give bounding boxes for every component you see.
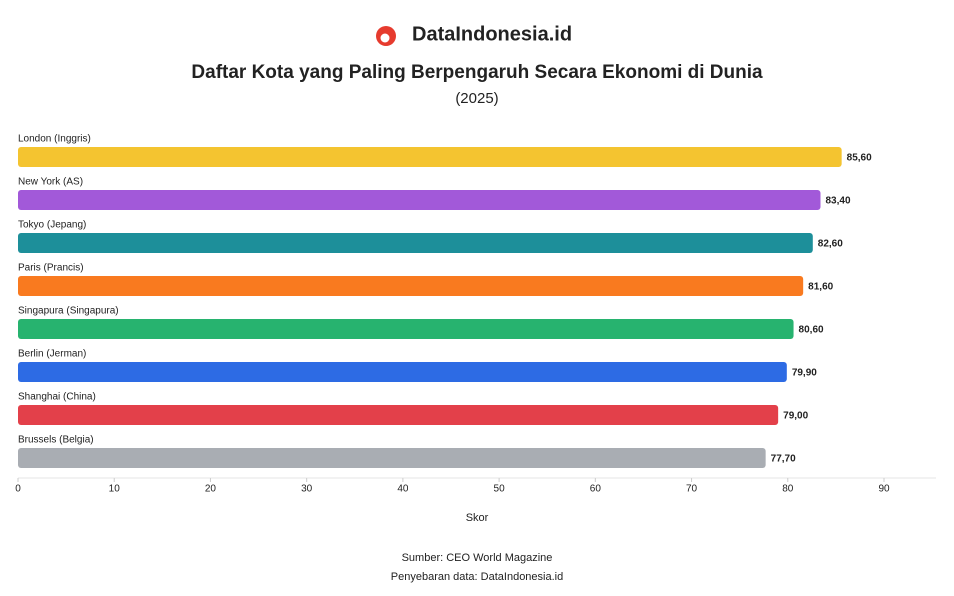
- bar: [18, 448, 766, 468]
- category-label: Singapura (Singapura): [18, 306, 119, 317]
- bar: [18, 233, 813, 253]
- category-label: London (Inggris): [18, 134, 91, 145]
- x-axis-label: Skor: [466, 512, 489, 524]
- bar: [18, 405, 779, 425]
- bar: [18, 147, 842, 167]
- chart-title: Daftar Kota yang Paling Berpengaruh Seca…: [191, 62, 763, 83]
- x-tick-label: 60: [590, 484, 602, 495]
- value-label: 83,40: [825, 196, 850, 207]
- value-label: 80,60: [799, 325, 824, 336]
- category-label: New York (AS): [18, 177, 83, 188]
- value-label: 79,90: [792, 368, 817, 379]
- x-tick-label: 10: [109, 484, 121, 495]
- category-label: Paris (Prancis): [18, 263, 84, 274]
- x-tick-label: 50: [494, 484, 506, 495]
- x-tick-label: 90: [878, 484, 890, 495]
- bar: [18, 276, 804, 296]
- x-tick-label: 70: [686, 484, 698, 495]
- bar: [18, 362, 787, 382]
- category-label: Shanghai (China): [18, 392, 96, 403]
- x-tick-label: 20: [205, 484, 217, 495]
- credit: Penyebaran data: DataIndonesia.id: [391, 571, 563, 583]
- value-label: 81,60: [808, 282, 833, 293]
- x-tick-label: 40: [397, 484, 409, 495]
- value-label: 85,60: [847, 153, 872, 164]
- value-label: 77,70: [771, 454, 796, 465]
- bar: [18, 190, 821, 210]
- source: Sumber: CEO World Magazine: [402, 552, 553, 564]
- x-tick-label: 30: [301, 484, 313, 495]
- value-label: 82,60: [818, 239, 843, 250]
- brand: DataIndonesia.id: [412, 23, 572, 45]
- bar: [18, 319, 794, 339]
- category-label: Berlin (Jerman): [18, 349, 86, 360]
- category-label: Brussels (Belgia): [18, 435, 94, 446]
- x-tick-label: 80: [782, 484, 794, 495]
- chart-subtitle: (2025): [455, 90, 498, 107]
- logo-hole: [380, 33, 390, 43]
- x-tick-label: 0: [15, 484, 21, 495]
- category-label: Tokyo (Jepang): [18, 220, 86, 231]
- value-label: 79,00: [783, 411, 808, 422]
